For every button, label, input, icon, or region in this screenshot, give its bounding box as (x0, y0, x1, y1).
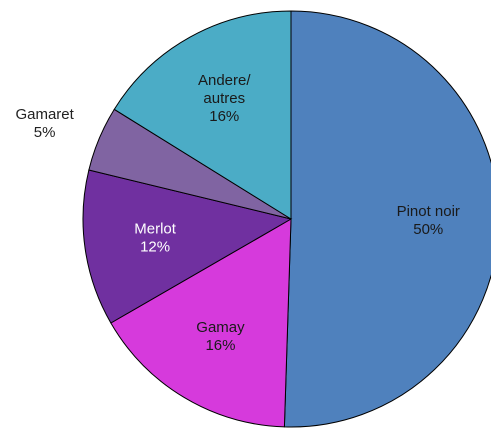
value-label: 16% (205, 337, 235, 354)
pie-slice (113, 10, 292, 220)
pie-slice (283, 10, 491, 428)
slice-label-line: Andere/ (198, 72, 251, 89)
slice-label-line: Gamay (196, 319, 245, 336)
slice-label-line: autres (203, 90, 245, 107)
value-label: 50% (413, 221, 443, 238)
slice-label: Gamaret (15, 106, 74, 123)
value-label: 5% (34, 124, 56, 141)
slice-label-line: Merlot (134, 221, 177, 238)
slice-label: Andere/autres (198, 72, 251, 107)
pie-slice (82, 169, 293, 324)
slice-label: Merlot (134, 221, 177, 238)
slice-label: Pinot noir (397, 203, 460, 220)
value-label: 16% (209, 108, 239, 125)
slice-label: Gamay (196, 319, 245, 336)
value-label: 12% (140, 239, 170, 256)
slice-label-line: Pinot noir (397, 203, 460, 220)
slice-label-line: Gamaret (15, 106, 74, 123)
pie-slice (110, 218, 292, 428)
